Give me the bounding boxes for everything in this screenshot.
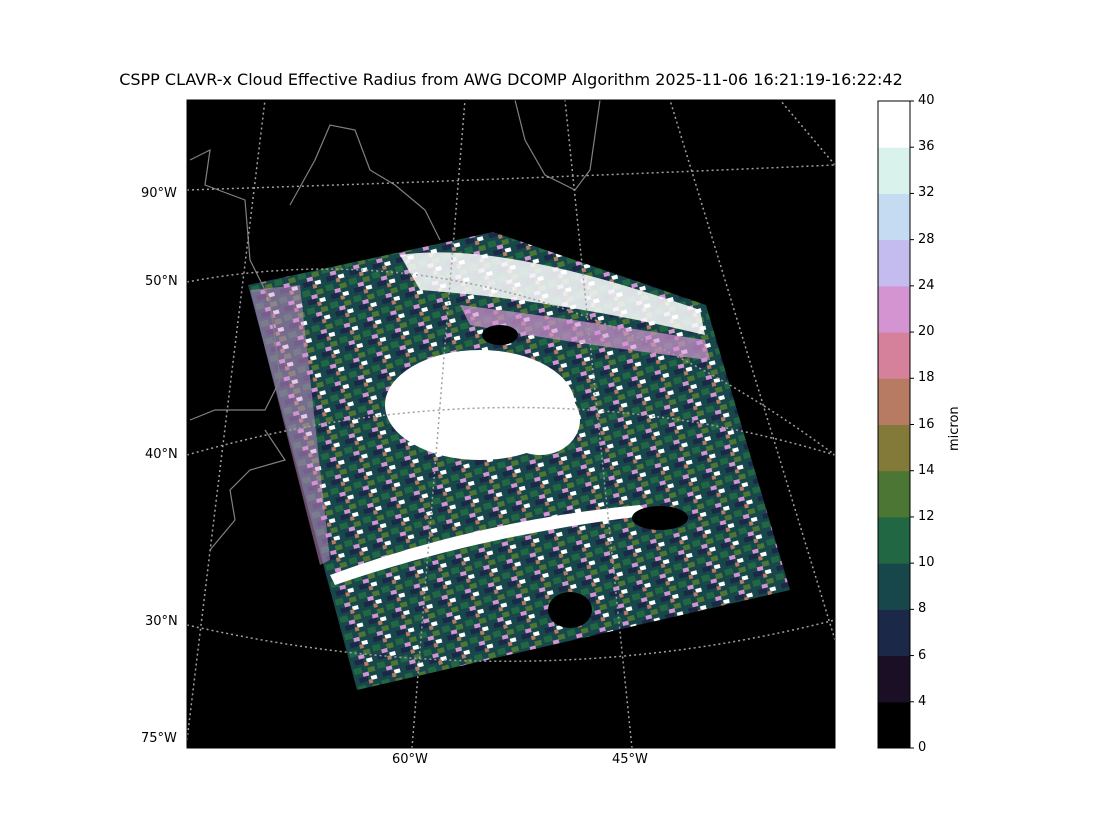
colorbar-tick-label: 4 (918, 693, 927, 709)
colorbar-segment (878, 609, 910, 657)
label-50n: 50°N (145, 274, 178, 289)
colorbar-segment (878, 470, 910, 518)
colorbar-tick-label: 36 (918, 139, 935, 155)
map-title: CSPP CLAVR-x Cloud Effective Radius from… (119, 70, 903, 89)
colorbar-segment (878, 285, 910, 333)
colorbar-tick-label: 8 (918, 601, 927, 617)
colorbar-tick-label: 28 (918, 231, 935, 247)
colorbar-tick-label: 0 (918, 740, 927, 755)
cloud-band-north (400, 252, 705, 335)
clear-sky-patch-3 (482, 325, 518, 345)
pink-band-west (250, 285, 330, 565)
label-45w: 45°W (612, 752, 648, 767)
colorbar-segment (878, 516, 910, 564)
colorbar-tick-label: 6 (918, 647, 927, 663)
axes-frame (186, 99, 836, 749)
cloud-band-south (330, 505, 650, 585)
colorbar-tick-label: 14 (918, 462, 935, 478)
label-90w: 90°W (141, 186, 177, 201)
colorbar-segment (878, 332, 910, 379)
colorbar-tick-label: 10 (918, 555, 935, 571)
colorbar-segment (878, 655, 910, 703)
colorbar-segment (878, 239, 910, 287)
colorbar-segment (878, 101, 910, 148)
clear-sky-patch (548, 592, 592, 628)
colorbar-tick-label: 40 (918, 93, 935, 108)
cloud-system-east (500, 385, 580, 455)
clear-sky-patch-2 (632, 506, 688, 530)
colorbar-tick-label: 12 (918, 508, 935, 524)
pink-band (460, 305, 710, 360)
colorbar-tick-label: 18 (918, 370, 935, 386)
colorbar-segment (878, 193, 910, 241)
label-30n: 30°N (145, 614, 178, 629)
graticule (187, 100, 835, 748)
colorbar-tick-label: 16 (918, 416, 935, 432)
colorbar-segment (878, 147, 910, 194)
colorbar-segment (878, 424, 910, 472)
colorbar-segment (878, 701, 910, 749)
colorbar-tick-label: 24 (918, 277, 935, 293)
label-60w: 60°W (392, 752, 428, 767)
colorbar-label: micron (947, 406, 962, 451)
colorbar-tick-label: 32 (918, 185, 935, 201)
label-40n: 40°N (145, 447, 178, 462)
label-75w: 75°W (141, 731, 177, 746)
colorbar-segment (878, 378, 910, 425)
colorbar-segment (878, 563, 910, 610)
coastlines (189, 100, 601, 551)
colorbar-tick-label: 20 (918, 324, 935, 340)
colorbar (877, 100, 914, 749)
